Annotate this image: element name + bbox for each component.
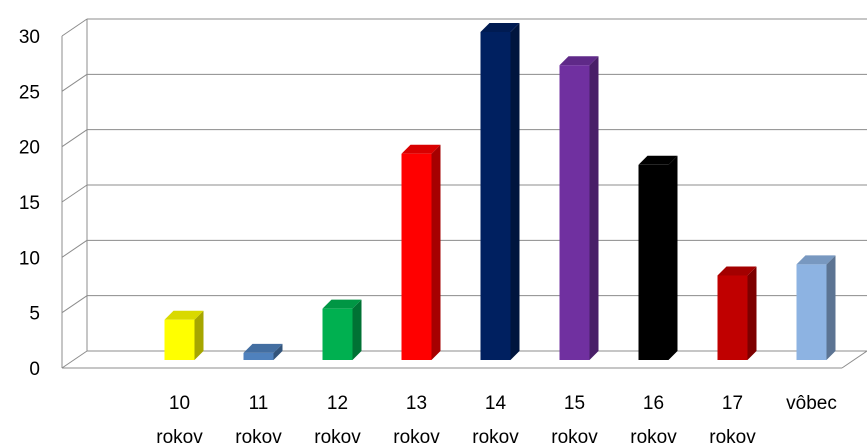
bar	[638, 155, 678, 360]
gridline-side	[61, 73, 88, 92]
y-tick-label: 25	[19, 82, 40, 103]
bar-front	[559, 65, 590, 360]
bar	[717, 266, 757, 360]
y-tick-label: 20	[19, 138, 40, 159]
bar	[322, 299, 362, 360]
bars	[164, 23, 836, 360]
y-tick-label: 0	[29, 359, 40, 380]
bar	[480, 23, 520, 360]
bar-front	[638, 164, 669, 360]
gridline-side	[61, 184, 88, 203]
axes	[61, 19, 867, 369]
labels: 0 5 10 15 20 25 30 10 rokov 11 rokov 12 rokov 13 rokov…	[19, 27, 837, 445]
bar-front	[243, 352, 274, 360]
bar-top	[638, 155, 678, 165]
x-tick-label: 15	[564, 393, 585, 414]
bar-top	[480, 23, 520, 32]
floor-right-edge	[841, 350, 867, 369]
bar-side	[194, 310, 204, 360]
bar-top	[401, 144, 441, 154]
x-tick-label: 12	[327, 393, 348, 414]
x-tick-label: rokov	[551, 427, 598, 445]
x-tick-label: rokov	[393, 427, 440, 445]
gridline-side	[61, 350, 88, 369]
bar-top	[164, 310, 204, 320]
x-tick-label: 13	[406, 393, 427, 414]
bar-top	[559, 56, 599, 66]
bar-side	[826, 255, 836, 360]
bar-top	[243, 343, 283, 353]
x-tick-label: vôbec	[786, 393, 837, 414]
bar-top	[717, 266, 757, 276]
y-tick-label: 10	[19, 248, 40, 269]
bar-front	[717, 275, 748, 360]
bar-top	[322, 299, 362, 309]
x-tick-label: rokov	[709, 427, 756, 445]
gridlines	[61, 18, 867, 369]
bar-side	[589, 56, 599, 360]
bar-front	[480, 32, 511, 360]
bar-side	[273, 343, 283, 360]
bar	[243, 343, 283, 360]
y-tick-label: 30	[19, 27, 40, 48]
bar-side	[747, 266, 757, 360]
x-tick-label: rokov	[630, 427, 677, 445]
y-tick-label: 5	[29, 304, 40, 325]
gridline-side	[61, 18, 88, 37]
bar-side	[431, 144, 441, 360]
gridline-side	[61, 129, 88, 148]
y-tick-label: 15	[19, 193, 40, 214]
x-tick-label: 10	[169, 393, 190, 414]
gridline-side	[61, 239, 88, 258]
bar-front	[322, 308, 353, 360]
x-tick-label: 11	[249, 393, 269, 414]
x-tick-label: rokov	[235, 427, 282, 445]
bar-front	[796, 264, 827, 360]
x-tick-label: rokov	[156, 427, 203, 445]
bar-front	[401, 153, 432, 360]
gridline-side	[61, 295, 88, 314]
x-tick-label: rokov	[472, 427, 519, 445]
bar	[559, 56, 599, 360]
x-tick-label: 16	[643, 393, 664, 414]
bar	[401, 144, 441, 360]
bar-front	[164, 319, 195, 360]
x-tick-label: 14	[485, 393, 507, 414]
bar-top	[796, 255, 836, 265]
bar-side	[352, 299, 362, 360]
bar-side	[668, 155, 678, 360]
bar	[164, 310, 204, 360]
bar	[796, 255, 836, 360]
bar-side	[510, 23, 520, 360]
x-tick-label: 17	[722, 393, 743, 414]
x-tick-label: rokov	[314, 427, 361, 445]
